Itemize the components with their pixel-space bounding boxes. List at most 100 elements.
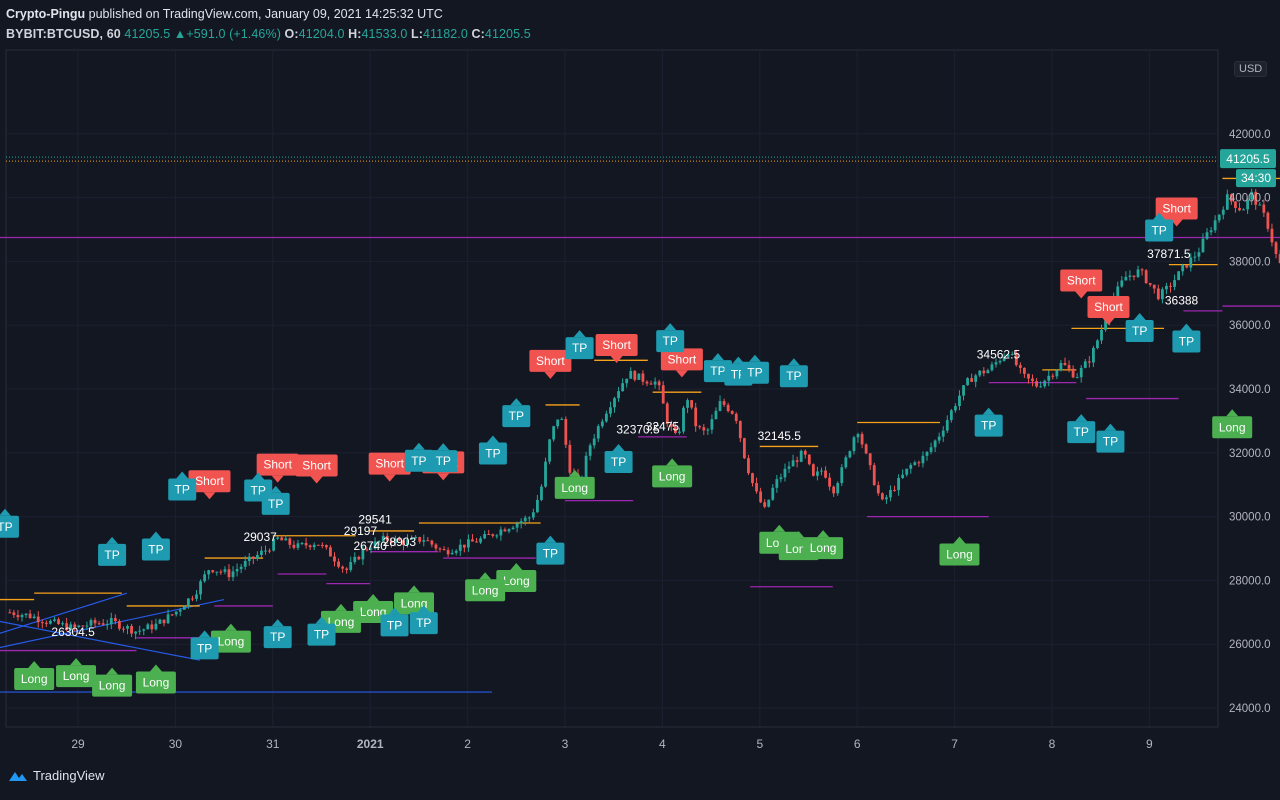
candle-body	[686, 400, 689, 408]
signal-long[interactable]: Long	[652, 458, 693, 488]
candle-body	[296, 543, 300, 548]
candle-body	[467, 539, 470, 548]
x-tick-label: 7	[951, 737, 958, 751]
candle-body	[280, 537, 284, 541]
signal-short[interactable]: Short	[1155, 197, 1198, 227]
signal-tp[interactable]: TP	[1172, 323, 1201, 353]
signal-long[interactable]: Long	[1212, 409, 1253, 439]
signal-tp[interactable]: TP	[604, 444, 633, 474]
y-axis[interactable]: 24000.0 26000.0 28000.0 30000.0 32000.0 34000…	[1229, 129, 1271, 715]
currency-label[interactable]: USD	[1234, 61, 1268, 77]
signal-tp[interactable]: TP	[190, 630, 219, 660]
candle-body	[373, 541, 377, 549]
x-axis[interactable]: 29 30 31 2021 2 3 4 5 6 7 8 9	[6, 726, 1218, 751]
signal-tp[interactable]: TP	[536, 535, 565, 565]
signal-tp[interactable]: TP	[168, 471, 197, 501]
signal-tp[interactable]: TP	[740, 354, 769, 384]
up-pointer-icon	[252, 472, 265, 480]
signal-tp[interactable]: TP	[380, 607, 409, 637]
signal-tp[interactable]: TP	[263, 619, 292, 649]
candle-body	[454, 550, 458, 553]
signal-tp[interactable]: TP	[478, 435, 507, 465]
signal-long[interactable]: Long	[939, 536, 980, 566]
signal-short[interactable]: Short	[256, 453, 299, 483]
candle-body	[89, 620, 93, 626]
candle-body	[840, 467, 844, 484]
candle-body	[604, 413, 608, 422]
signal-tp[interactable]: TP	[656, 323, 685, 353]
signal-short[interactable]: Short	[529, 349, 572, 379]
candle-body	[1173, 280, 1176, 287]
signal-short[interactable]: Short	[1087, 296, 1130, 326]
candle-body	[138, 630, 142, 632]
signal-tp[interactable]: TP	[98, 536, 127, 566]
brand-name: TradingView	[33, 768, 105, 783]
signal-long[interactable]: Long	[14, 660, 55, 690]
signal-tp[interactable]: TP	[1125, 312, 1154, 342]
candle-body	[832, 486, 836, 494]
candle-body	[113, 618, 117, 622]
signal-short[interactable]: Short	[660, 348, 703, 378]
signal-box	[529, 349, 572, 372]
candle-body	[1051, 375, 1055, 377]
candle-body	[690, 400, 694, 408]
candle-body	[1018, 365, 1022, 368]
candle-body	[978, 370, 982, 376]
candle-body	[1128, 275, 1132, 277]
candle-body	[1246, 199, 1250, 210]
trendline	[0, 620, 200, 661]
signal-box	[465, 579, 506, 602]
x-tick-label: 29	[71, 737, 85, 751]
signal-tp[interactable]: TP	[429, 443, 458, 473]
signal-long[interactable]: Long	[803, 530, 844, 560]
signal-short[interactable]: Short	[368, 452, 411, 482]
signal-tp[interactable]: TP	[404, 442, 433, 472]
signal-box	[536, 542, 565, 565]
signal-tp[interactable]: TP	[1096, 423, 1125, 453]
signal-tp[interactable]: TP	[974, 407, 1003, 437]
signal-tp[interactable]: TP	[1145, 212, 1174, 242]
signal-tp[interactable]: TP	[0, 508, 19, 538]
signal-label: TP	[611, 455, 626, 469]
signal-tp[interactable]: TP	[409, 605, 438, 635]
signal-long[interactable]: Long	[92, 667, 133, 697]
author-name[interactable]: Crypto-Pingu	[6, 7, 86, 21]
candle-body	[491, 534, 495, 536]
signal-tp[interactable]: TP	[502, 398, 531, 428]
candle-body	[154, 623, 158, 630]
signal-tp[interactable]: TP	[141, 531, 170, 561]
candle-body	[1120, 280, 1124, 287]
candle-body	[836, 483, 840, 494]
signal-short[interactable]: Short	[295, 454, 338, 484]
candle-body	[191, 598, 194, 600]
signal-short[interactable]: Short	[1060, 269, 1103, 299]
signal-tp[interactable]: TP	[779, 358, 808, 388]
signal-long[interactable]: Long	[210, 623, 251, 653]
signal-tp[interactable]: TP	[565, 330, 594, 360]
signal-long[interactable]: Long	[496, 563, 537, 593]
signal-tp[interactable]: TP	[261, 485, 290, 515]
signal-tp[interactable]: TP	[307, 616, 336, 646]
candle-body	[1217, 214, 1221, 221]
candle-body	[361, 549, 365, 560]
signal-long[interactable]: Long	[56, 658, 97, 688]
signal-long[interactable]: Long	[554, 469, 595, 499]
candle-body	[856, 434, 860, 438]
y-tick-label: 38000.0	[1229, 256, 1271, 268]
candle-body	[1262, 204, 1266, 213]
candle-body	[966, 378, 969, 386]
signal-short[interactable]: Short	[595, 333, 638, 363]
signal-box	[502, 405, 531, 428]
symbol-name[interactable]: BYBIT:BTCUSD, 60	[6, 27, 121, 41]
candle-body	[97, 623, 101, 625]
candle-body	[369, 548, 373, 550]
signal-short[interactable]: Short	[188, 470, 231, 500]
signal-tp[interactable]: TP	[1067, 414, 1096, 444]
signal-long[interactable]: Long	[135, 664, 176, 694]
price-annotation: 29541	[358, 513, 392, 527]
candle-body	[1238, 207, 1241, 211]
signal-box	[261, 492, 290, 515]
up-pointer-icon	[787, 358, 800, 366]
signal-long[interactable]: Long	[465, 572, 506, 602]
